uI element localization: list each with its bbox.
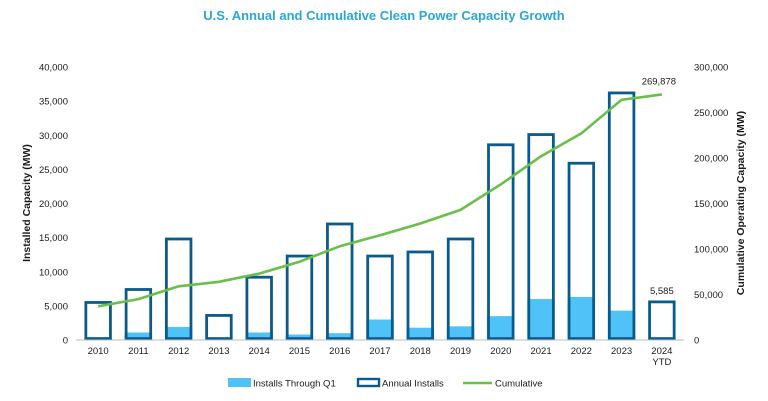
annual-installs-bar [366,254,394,340]
x-tick-label: 2016 [329,346,350,357]
installs-q1-bar [245,332,273,340]
y-tick-label: 40,000 [39,63,68,74]
annual-installs-bar [285,254,314,340]
x-axis-ticks: 2010 2011 2012 2013 2014 2015 2016 2017 2018 2019… [88,346,673,368]
legend-label-cumulative: Cumulative [495,379,543,390]
installs-q1-bar [607,310,636,340]
legend-label-installs-q1: Installs Through Q1 [253,379,336,390]
annual-installs-bar [124,288,153,340]
x-tick-label: 2011 [128,346,148,357]
annual-installs-bar [406,250,434,341]
data-label: 5,585 [650,286,674,297]
legend-swatch-installs-q1 [228,378,251,387]
data-label: 269,878 [642,76,676,87]
y2-tick-label: 200,000 [694,154,728,165]
x-tick-label: 2012 [168,346,189,357]
y-tick-label: 5,000 [44,301,68,312]
x-tick-label: 2014 [249,346,270,357]
x-tick-label: 2019 [450,346,471,357]
annual-installs-bar [607,91,636,340]
annual-installs-bar [446,237,475,341]
bars [84,91,676,341]
annual-installs-bar [84,301,112,340]
installs-q1-bar [164,327,193,340]
y2-tick-label: 0 [694,336,699,347]
legend-label-annual-installs: Annual Installs [382,379,444,390]
x-tick-label: 2020 [490,346,511,357]
y2-tick-label: 100,000 [694,245,728,256]
right-axis-ticks: 0 50,000 100,000 150,000 200,000 250,000 300,0… [694,63,728,347]
annual-installs-bar [205,314,233,340]
x-tick-label: 2017 [369,346,390,357]
cumulative-line-layer [97,93,663,308]
installs-q1-bar [446,326,475,340]
installs-q1-bar [527,299,555,340]
installs-q1-bar [487,316,515,340]
x-tick-label: 2010 [88,346,109,357]
legend: Installs Through Q1 Annual Installs Cumula… [228,377,543,390]
y2-tick-label: 150,000 [694,199,728,210]
y-tick-label: 35,000 [39,97,68,108]
annual-installs-bar [164,237,193,341]
annual-installs-bar [326,222,354,341]
x-tick-label: 2015 [289,346,310,357]
annual-installs-bar [487,143,515,340]
y-tick-label: 10,000 [39,267,68,278]
y-tick-label: 25,000 [39,165,68,176]
installs-q1-bar [406,327,434,340]
y-tick-label: 20,000 [39,199,68,210]
cumulative-line [97,93,663,308]
x-tick-label: 2024 YTD [651,346,672,368]
y-axis-title: Installed Capacity (MW) [21,144,33,262]
x-tick-label: 2021 [530,346,551,357]
y2-axis-title: Cumulative Operating Capacity (MW) [735,111,747,295]
x-tick-label: 2013 [208,346,229,357]
legend-swatch-annual-installs [356,377,381,388]
y2-tick-label: 250,000 [694,108,728,119]
installs-q1-bar [366,319,394,340]
y2-tick-label: 300,000 [694,63,728,74]
chart-title: U.S. Annual and Cumulative Clean Power C… [203,8,565,23]
annotations: 269,878 5,585 [642,76,676,296]
annual-installs-bar [527,133,555,341]
installs-q1-bar [326,333,354,340]
y2-tick-label: 50,000 [694,290,723,301]
y-tick-label: 15,000 [39,233,68,244]
y-tick-label: 30,000 [39,131,68,142]
x-tick-label: 2022 [571,346,592,357]
x-tick-label: 2023 [611,346,632,357]
installs-q1-bar [567,297,596,340]
annual-installs-bar [245,275,273,340]
annual-installs-bar [648,300,676,341]
installs-q1-bar [124,332,153,340]
y-tick-label: 0 [63,336,68,347]
x-tick-label: 2018 [410,346,431,357]
left-axis-ticks: 0 5,000 10,000 15,000 20,000 25,000 30,000 35,0… [39,63,68,347]
annual-installs-bar [567,161,596,340]
